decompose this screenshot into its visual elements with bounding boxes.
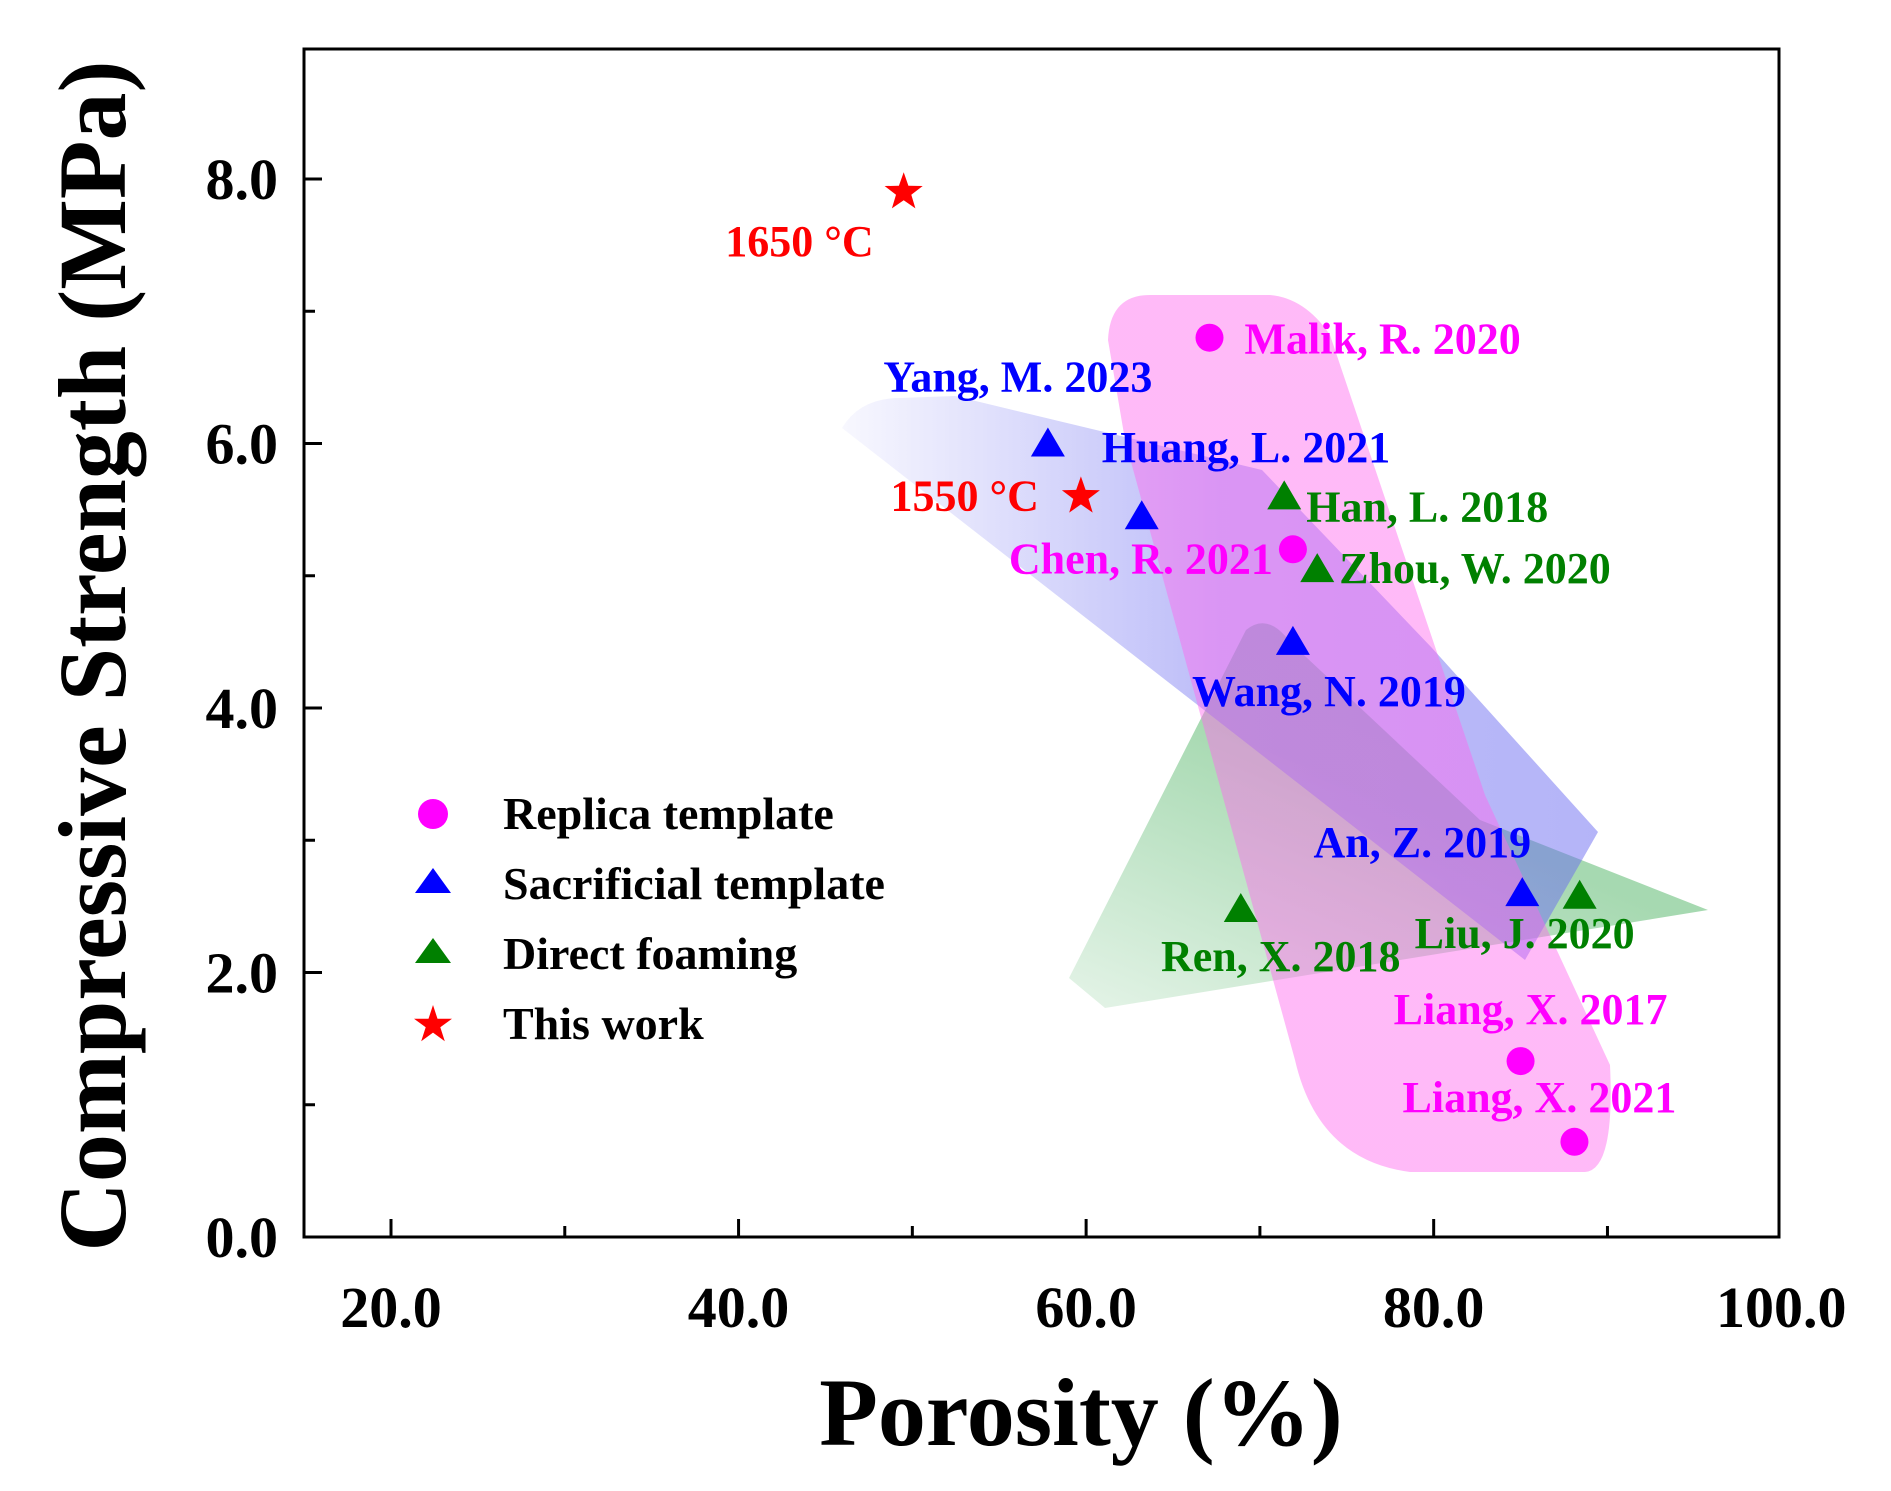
x-tick-label: 20.0	[340, 1275, 442, 1340]
replica-point-label: Chen, R. 2021	[1009, 534, 1273, 583]
x-axis-label: Porosity (%)	[819, 1359, 1342, 1466]
sacrificial-point-label: Wang, N. 2019	[1192, 667, 1466, 716]
replica-point	[1195, 323, 1224, 352]
legend-marker-foaming	[415, 938, 451, 963]
sacrificial-point	[1275, 625, 1310, 655]
foaming-point-label: Han, L. 2018	[1306, 482, 1548, 531]
foaming-point-label: Liu, J. 2020	[1415, 909, 1635, 958]
foaming-point-label: Ren, X. 2018	[1161, 932, 1401, 981]
replica-point-label: Liang, X. 2021	[1403, 1073, 1677, 1122]
this_work-point-label: 1650 °C	[725, 217, 873, 266]
y-tick-label: 4.0	[206, 676, 279, 741]
sacrificial-point-label: Huang, L. 2021	[1102, 423, 1391, 472]
x-axis-tick-labels: 20.0 40.0 60.0 80.0 100.0	[340, 1275, 1846, 1340]
data-point-labels: Malik, R. 2020 Chen, R. 2021 Liang, X. 201…	[725, 217, 1676, 1122]
y-axis-ticks	[304, 177, 322, 1239]
foaming-point	[1300, 553, 1335, 583]
x-axis-ticks	[389, 1219, 1609, 1237]
sacrificial-point	[1124, 500, 1159, 530]
this_work-point	[884, 172, 923, 209]
y-tick-label: 6.0	[206, 412, 279, 477]
sacrificial-point	[1505, 877, 1540, 907]
this_work-point	[1061, 476, 1100, 513]
replica-point-label: Malik, R. 2020	[1245, 315, 1521, 364]
x-tick-label: 40.0	[688, 1275, 790, 1340]
this_work-point-label: 1550 °C	[891, 471, 1039, 520]
replica-point	[1278, 535, 1307, 564]
foaming-point	[1562, 879, 1597, 909]
y-tick-label: 8.0	[206, 147, 279, 212]
plot-frame	[302, 47, 1781, 1239]
foaming-point-label: Zhou, W. 2020	[1339, 544, 1610, 593]
legend: Replica template Sacrificial template Di…	[414, 788, 885, 1049]
legend-label-sacrificial: Sacrificial template	[503, 858, 885, 909]
legend-label-foaming: Direct foaming	[503, 928, 797, 979]
sacrificial-point	[1030, 427, 1065, 457]
legend-marker-sacrificial	[415, 868, 451, 893]
foaming-point	[1267, 480, 1302, 510]
replica-point	[1506, 1047, 1535, 1076]
foaming-point	[1223, 893, 1258, 923]
sacrificial-point-label: Yang, M. 2023	[883, 353, 1152, 402]
y-tick-label: 0.0	[206, 1205, 279, 1270]
legend-label-replica: Replica template	[503, 788, 834, 839]
x-tick-label: 100.0	[1716, 1275, 1847, 1340]
sacrificial-point-label: An, Z. 2019	[1314, 818, 1532, 867]
x-tick-label: 60.0	[1035, 1275, 1137, 1340]
replica-point	[1560, 1127, 1589, 1156]
region-layer	[842, 295, 1708, 1172]
replica-point-label: Liang, X. 2017	[1394, 985, 1668, 1034]
y-axis-label: Compressive Strength (MPa)	[39, 61, 146, 1252]
legend-marker-this-work	[414, 1005, 452, 1042]
x-tick-label: 80.0	[1383, 1275, 1485, 1340]
replica-template-region	[1108, 295, 1611, 1172]
legend-label-this-work: This work	[503, 998, 704, 1049]
y-tick-label: 2.0	[206, 941, 279, 1006]
y-axis-tick-labels: 0.0 2.0 4.0 6.0 8.0	[206, 147, 279, 1270]
legend-marker-replica	[418, 799, 448, 829]
data-points	[884, 172, 1597, 1156]
